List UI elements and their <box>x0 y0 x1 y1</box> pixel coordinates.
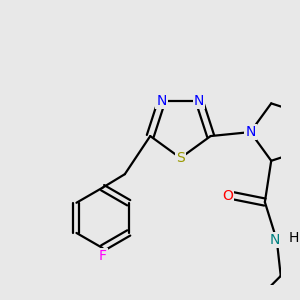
Text: H: H <box>289 231 299 245</box>
Text: F: F <box>99 249 106 263</box>
Text: N: N <box>270 233 280 247</box>
Text: S: S <box>176 151 185 165</box>
Text: N: N <box>157 94 167 107</box>
Text: N: N <box>194 94 204 107</box>
Text: N: N <box>245 125 256 139</box>
Text: O: O <box>222 189 233 203</box>
